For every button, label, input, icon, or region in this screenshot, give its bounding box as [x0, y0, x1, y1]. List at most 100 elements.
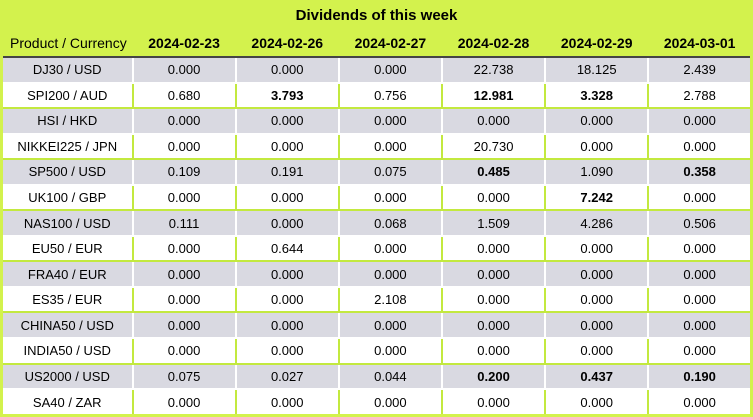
value-cell: 0.000 [234, 56, 340, 84]
value-cell: 0.075 [337, 158, 443, 186]
value-cell: 0.191 [234, 158, 340, 186]
value-cell: 0.437 [544, 362, 650, 391]
table-row: SP500 / USD 0.109 0.191 0.075 0.485 1.090 0.35… [0, 158, 753, 186]
value-cell: 0.000 [131, 285, 237, 314]
value-cell: 0.111 [131, 209, 237, 237]
value-cell: 0.000 [647, 285, 753, 314]
value-cell: 0.000 [440, 285, 547, 314]
value-cell: 2.108 [337, 285, 443, 314]
value-cell: 0.000 [131, 107, 237, 135]
value-cell: 0.000 [647, 107, 753, 135]
product-currency-header: Product / Currency [0, 28, 134, 58]
value-cell: 0.000 [131, 311, 237, 339]
value-cell: 1.509 [440, 209, 547, 237]
value-cell: 0.000 [234, 311, 340, 339]
value-cell: 0.000 [131, 234, 237, 263]
value-cell: 0.000 [337, 311, 443, 339]
table-row: NIKKEI225 / JPN 0.000 0.000 0.000 20.730 0.00… [0, 132, 753, 161]
value-cell: 0.000 [337, 132, 443, 161]
value-cell: 3.793 [234, 81, 340, 110]
value-cell: 0.000 [234, 260, 340, 288]
table-row: SPI200 / AUD 0.680 3.793 0.756 12.981 3.328 2.… [0, 81, 753, 110]
value-cell: 0.000 [647, 311, 753, 339]
value-cell: 0.000 [337, 388, 443, 417]
value-cell: 0.000 [337, 260, 443, 288]
value-cell: 0.000 [440, 107, 547, 135]
table-row: ES35 / EUR 0.000 0.000 2.108 0.000 0.000 0.000 [0, 285, 753, 314]
value-cell: 0.000 [131, 388, 237, 417]
value-cell: 0.000 [544, 388, 650, 417]
table-row: DJ30 / USD 0.000 0.000 0.000 22.738 18.125 2.4… [0, 56, 753, 84]
table-row: CHINA50 / USD 0.000 0.000 0.000 0.000 0.000 0.… [0, 311, 753, 339]
value-cell: 0.000 [234, 209, 340, 237]
value-cell: 1.090 [544, 158, 650, 186]
table-row: INDIA50 / USD 0.000 0.000 0.000 0.000 0.000 0.… [0, 337, 753, 365]
value-cell: 0.075 [131, 362, 237, 391]
table-row: FRA40 / EUR 0.000 0.000 0.000 0.000 0.000 0.00… [0, 260, 753, 288]
product-cell: EU50 / EUR [0, 234, 134, 263]
date-header: 2024-02-27 [337, 28, 443, 58]
product-cell: SA40 / ZAR [0, 388, 134, 417]
table-row: HSI / HKD 0.000 0.000 0.000 0.000 0.000 0.000 [0, 107, 753, 135]
value-cell: 0.000 [544, 285, 650, 314]
title-row: Dividends of this week [0, 0, 753, 30]
value-cell: 0.000 [440, 260, 547, 288]
value-cell: 4.286 [544, 209, 650, 237]
value-cell: 0.000 [131, 260, 237, 288]
product-cell: NAS100 / USD [0, 209, 134, 237]
table-row: US2000 / USD 0.075 0.027 0.044 0.200 0.437 0.1… [0, 362, 753, 391]
value-cell: 2.788 [647, 81, 753, 110]
value-cell: 3.328 [544, 81, 650, 110]
value-cell: 0.000 [234, 388, 340, 417]
table-row: UK100 / GBP 0.000 0.000 0.000 0.000 7.242 0.00… [0, 183, 753, 212]
value-cell: 0.000 [337, 337, 443, 365]
value-cell: 0.485 [440, 158, 547, 186]
value-cell: 0.000 [234, 285, 340, 314]
value-cell: 0.506 [647, 209, 753, 237]
value-cell: 2.439 [647, 56, 753, 84]
date-header: 2024-02-26 [234, 28, 340, 58]
value-cell: 0.000 [337, 234, 443, 263]
value-cell: 0.756 [337, 81, 443, 110]
value-cell: 0.000 [234, 132, 340, 161]
date-header: 2024-02-28 [440, 28, 547, 58]
value-cell: 0.044 [337, 362, 443, 391]
value-cell: 0.000 [647, 132, 753, 161]
value-cell: 0.000 [647, 183, 753, 212]
value-cell: 0.000 [234, 337, 340, 365]
table-row: NAS100 / USD 0.111 0.000 0.068 1.509 4.286 0.5… [0, 209, 753, 237]
product-cell: US2000 / USD [0, 362, 134, 391]
value-cell: 0.000 [234, 183, 340, 212]
value-cell: 7.242 [544, 183, 650, 212]
product-cell: FRA40 / EUR [0, 260, 134, 288]
value-cell: 0.644 [234, 234, 340, 263]
product-cell: NIKKEI225 / JPN [0, 132, 134, 161]
value-cell: 0.680 [131, 81, 237, 110]
value-cell: 0.358 [647, 158, 753, 186]
value-cell: 0.000 [234, 107, 340, 135]
value-cell: 22.738 [440, 56, 547, 84]
value-cell: 0.109 [131, 158, 237, 186]
value-cell: 0.200 [440, 362, 547, 391]
table-row: EU50 / EUR 0.000 0.644 0.000 0.000 0.000 0.000 [0, 234, 753, 263]
date-header: 2024-02-23 [131, 28, 237, 58]
value-cell: 0.000 [440, 183, 547, 212]
product-cell: SP500 / USD [0, 158, 134, 186]
product-cell: INDIA50 / USD [0, 337, 134, 365]
value-cell: 0.000 [544, 132, 650, 161]
value-cell: 0.068 [337, 209, 443, 237]
value-cell: 0.190 [647, 362, 753, 391]
value-cell: 0.000 [647, 260, 753, 288]
value-cell: 12.981 [440, 81, 547, 110]
product-cell: CHINA50 / USD [0, 311, 134, 339]
page-title: Dividends of this week [0, 0, 753, 30]
product-cell: ES35 / EUR [0, 285, 134, 314]
value-cell: 0.000 [337, 107, 443, 135]
value-cell: 0.000 [131, 132, 237, 161]
value-cell: 0.000 [647, 337, 753, 365]
value-cell: 0.000 [647, 388, 753, 417]
value-cell: 0.000 [440, 234, 547, 263]
value-cell: 0.000 [131, 337, 237, 365]
value-cell: 18.125 [544, 56, 650, 84]
